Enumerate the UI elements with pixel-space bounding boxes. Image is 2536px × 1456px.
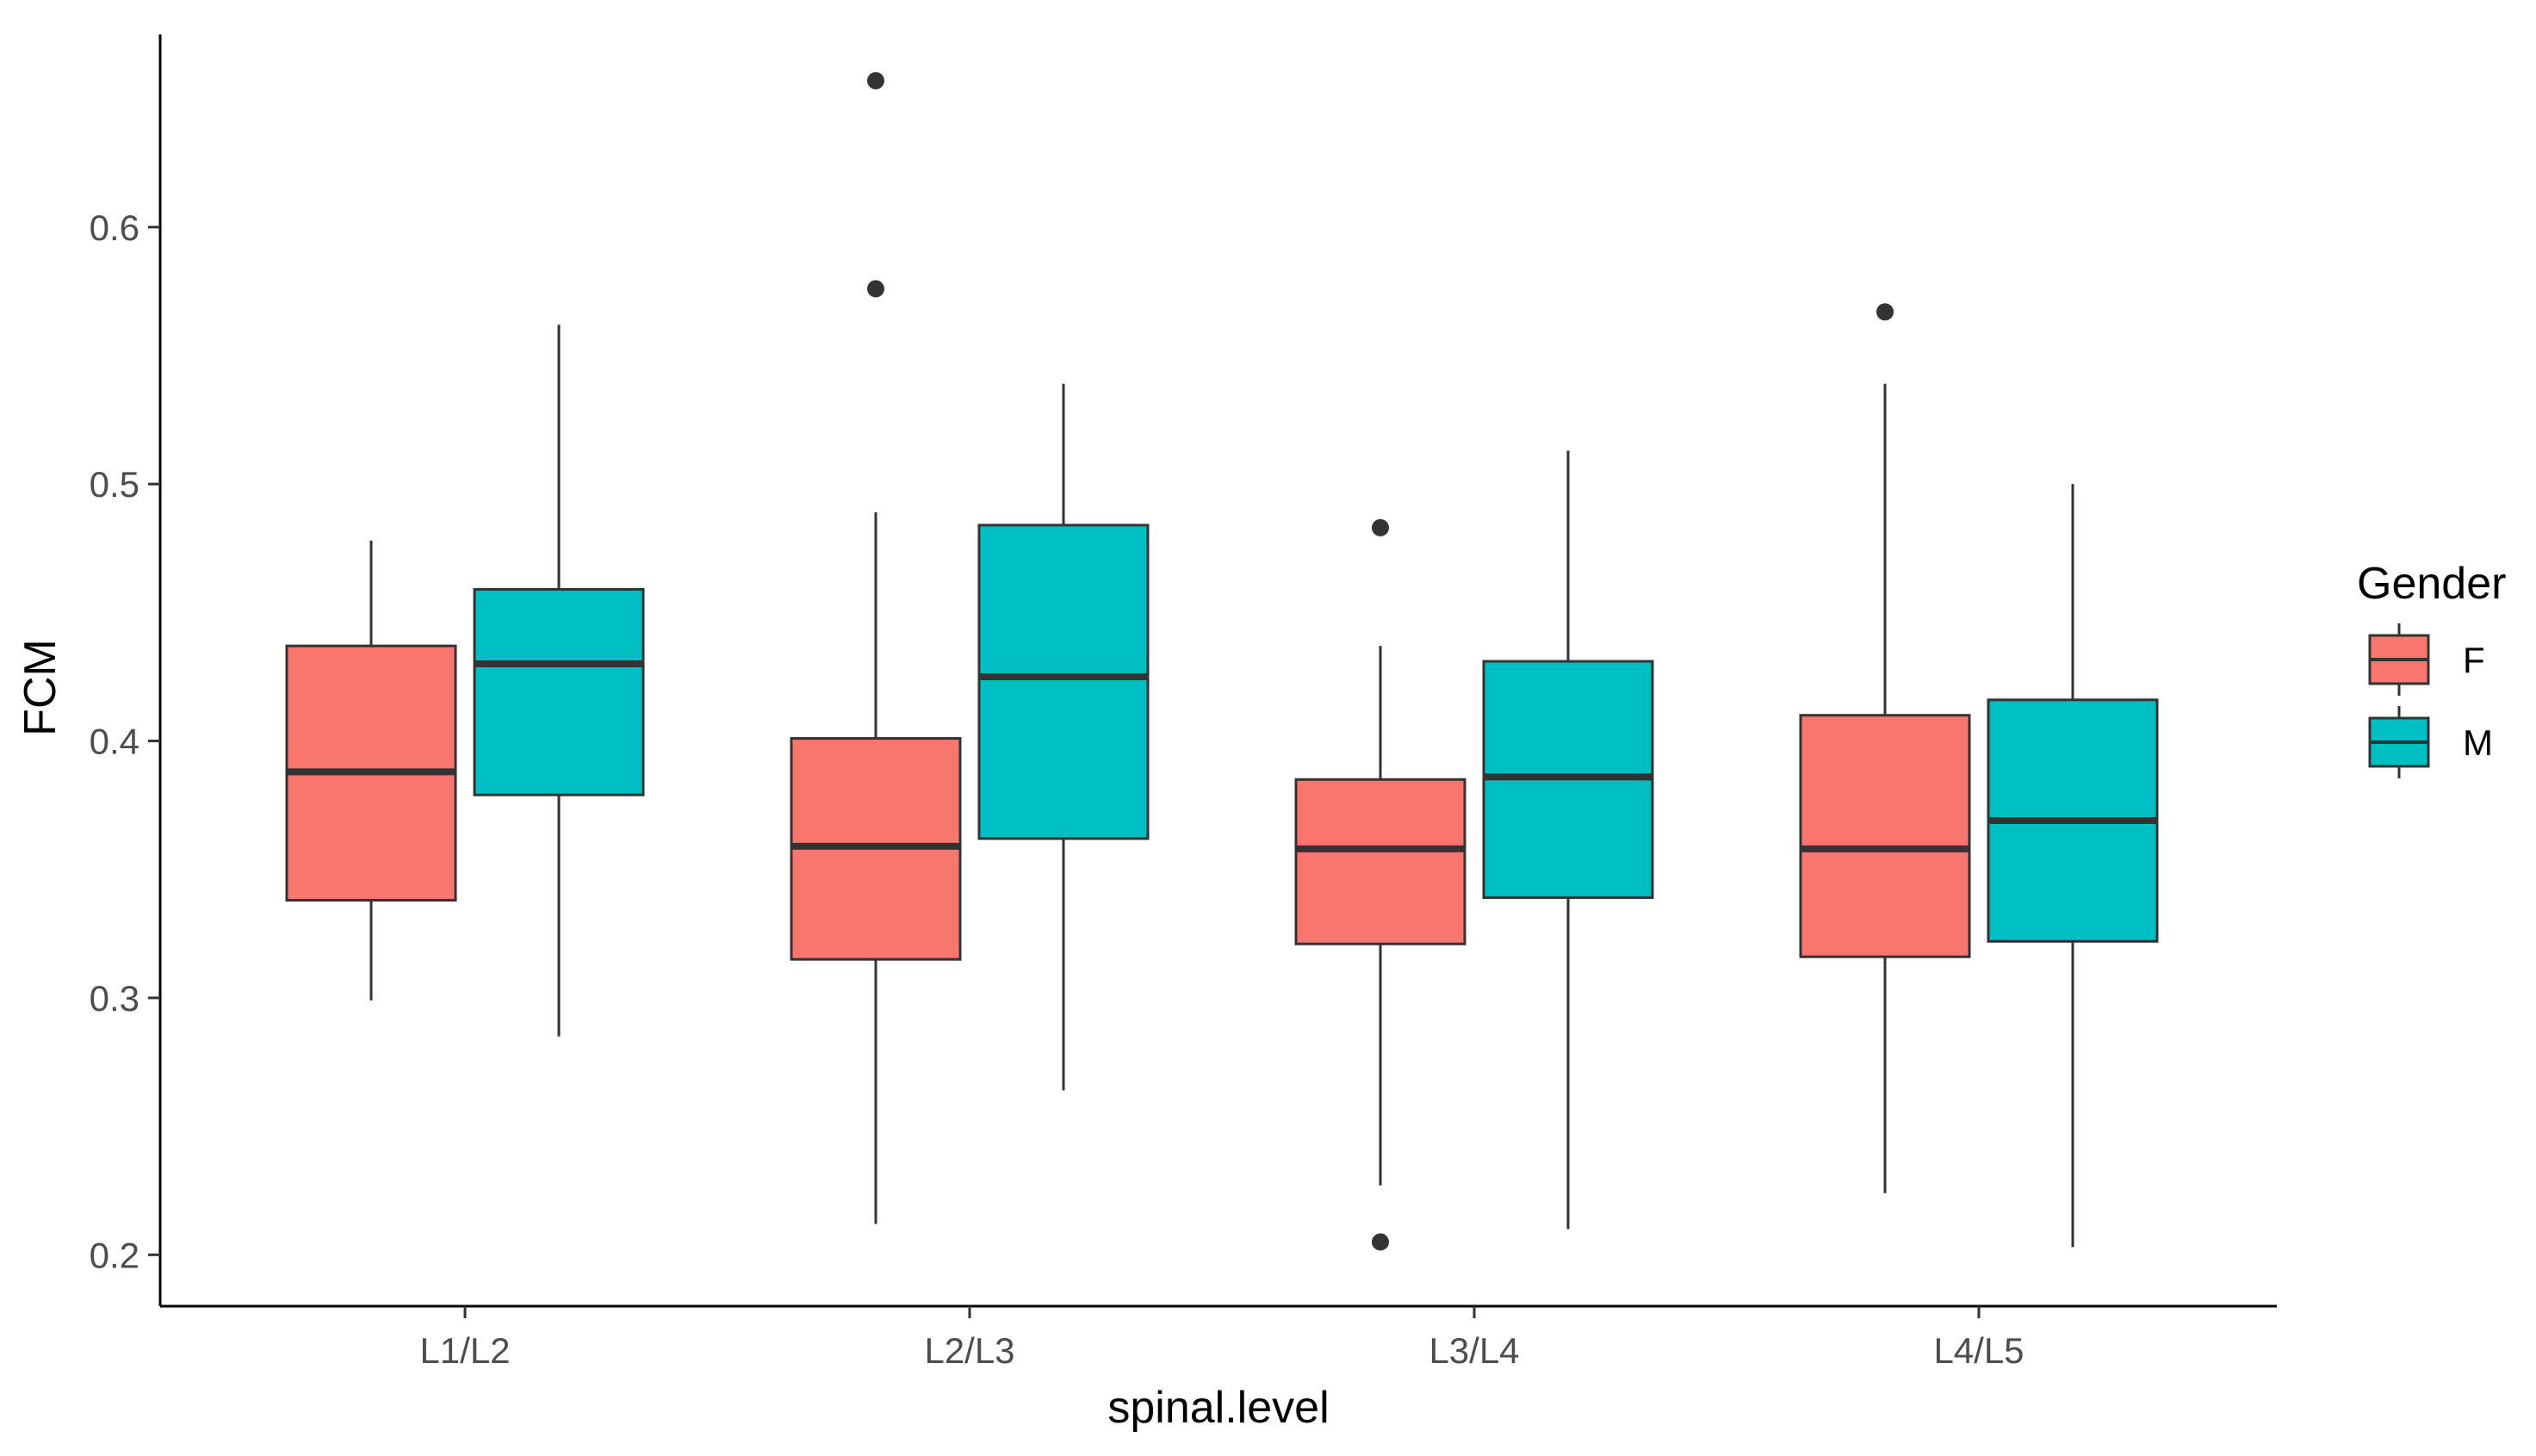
y-tick-label: 0.3 — [90, 978, 140, 1019]
box-m-l4-l5 — [1987, 484, 2159, 1248]
x-tick-label: L2/L3 — [924, 1330, 1014, 1371]
legend-label: M — [2463, 722, 2493, 763]
outlier-point — [1372, 1233, 1389, 1251]
legend-entry-m: M — [2368, 706, 2493, 778]
box-m-l1-l2 — [473, 325, 645, 1037]
box-f-l1-l2 — [285, 540, 457, 1001]
y-axis-ticks: 0.2 0.3 0.4 0.5 0.6 — [90, 208, 160, 1275]
outlier-point — [867, 280, 884, 298]
legend-title: Gender — [2357, 559, 2506, 609]
box-f-l2-l3 — [790, 71, 962, 1224]
box-iqr — [473, 588, 645, 796]
y-tick-label: 0.2 — [90, 1235, 140, 1275]
outlier-point — [867, 71, 884, 90]
outlier-point — [1876, 303, 1894, 321]
x-axis-ticks: L1/L2 L2/L3 L3/L4 L4/L5 — [419, 1306, 2024, 1371]
y-tick-label: 0.6 — [90, 208, 140, 248]
y-tick-label: 0.4 — [90, 722, 140, 762]
box-iqr — [1294, 778, 1466, 945]
plot-area — [285, 71, 2159, 1251]
x-tick-label: L3/L4 — [1429, 1330, 1519, 1371]
legend-label: F — [2463, 640, 2485, 680]
x-tick-label: L4/L5 — [1933, 1330, 2024, 1371]
box-f-l4-l5 — [1799, 303, 1971, 1193]
box-m-l3-l4 — [1482, 450, 1654, 1230]
box-m-l2-l3 — [977, 383, 1150, 1091]
legend-entry-f: F — [2368, 623, 2485, 696]
y-axis-title: FCM — [16, 639, 65, 736]
x-axis-title: spinal.level — [1107, 1383, 1329, 1433]
x-tick-label: L1/L2 — [419, 1330, 510, 1371]
y-tick-label: 0.5 — [90, 464, 140, 505]
legend: Gender F M — [2357, 559, 2506, 778]
box-iqr — [977, 524, 1150, 840]
outlier-point — [1372, 518, 1389, 536]
box-f-l3-l4 — [1294, 518, 1466, 1251]
box-iqr — [1799, 714, 1971, 958]
